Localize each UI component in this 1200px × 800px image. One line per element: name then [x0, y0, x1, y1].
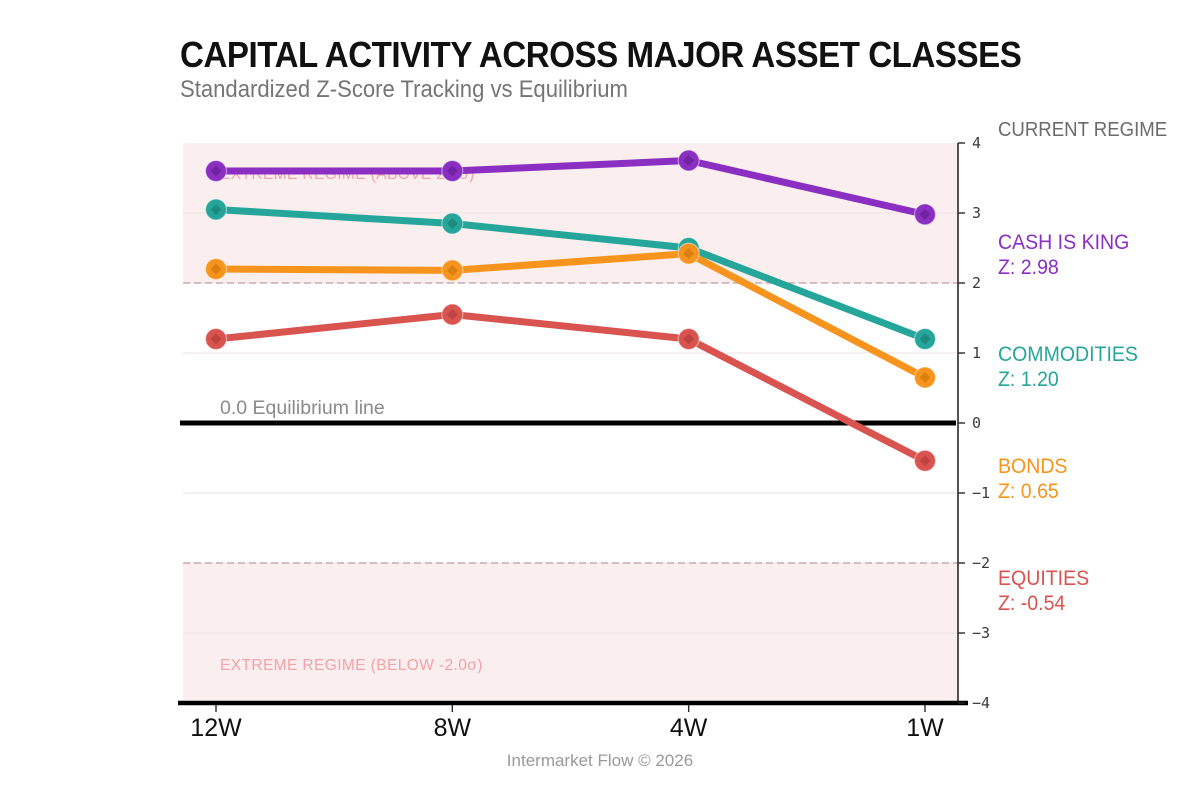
legend-series-name: COMMODITIES	[998, 343, 1138, 366]
legend-item-commodities: COMMODITIES Z: 1.20	[998, 342, 1184, 392]
data-point-core	[210, 333, 222, 345]
page-subtitle: Standardized Z-Score Tracking vs Equilib…	[180, 76, 628, 103]
data-point-core	[446, 309, 458, 320]
legend-item-bonds: BONDS Z: 0.65	[998, 454, 1184, 504]
legend-series-name: CASH IS KING	[998, 231, 1130, 254]
series-line-cash-is-king	[212, 157, 929, 218]
y-tick-label: 1	[972, 344, 981, 362]
data-point-core	[919, 333, 931, 345]
data-point-core	[683, 155, 695, 166]
data-point-core	[919, 372, 931, 383]
y-tick-label: 3	[972, 204, 981, 222]
legend-zscore-value: Z: -0.54	[998, 592, 1066, 615]
data-point-core	[446, 218, 458, 229]
y-tick-label: 0	[972, 414, 981, 432]
data-point-core	[683, 248, 695, 260]
page-title: CAPITAL ACTIVITY ACROSS MAJOR ASSET CLAS…	[180, 34, 1022, 75]
y-tick-label: −3	[972, 624, 990, 642]
x-tick-label: 1W	[906, 714, 944, 742]
data-point-core	[683, 333, 695, 345]
x-tick-label: 8W	[434, 714, 472, 742]
data-point-core	[446, 264, 458, 276]
y-tick-label: 2	[972, 274, 981, 292]
current-regime-legend: CURRENT REGIME CASH IS KING Z: 2.98 COMM…	[996, 0, 1200, 800]
legend-series-name: BONDS	[998, 455, 1068, 478]
series-line-commodities	[212, 206, 929, 343]
series-line-bonds	[212, 250, 929, 381]
legend-zscore-value: Z: 0.65	[998, 480, 1059, 503]
legend-zscore-value: Z: 2.98	[998, 256, 1059, 279]
x-tick-label: 12W	[190, 714, 242, 742]
legend-series-name: EQUITIES	[998, 567, 1090, 590]
y-tick-label: −1	[972, 484, 990, 502]
data-point-core	[446, 165, 458, 177]
data-point-core	[210, 204, 222, 215]
legend-item-cash: CASH IS KING Z: 2.98	[998, 230, 1184, 280]
series-line-equities	[212, 311, 929, 465]
legend-zscore-value: Z: 1.20	[998, 368, 1059, 391]
y-tick-label: −2	[972, 554, 990, 572]
data-point-core	[210, 263, 222, 275]
data-point-core	[210, 165, 222, 177]
y-tick-label: −4	[972, 694, 990, 712]
equilibrium-label: 0.0 Equilibrium line	[220, 397, 385, 419]
x-tick-label: 4W	[670, 714, 708, 742]
legend-item-equities: EQUITIES Z: -0.54	[998, 566, 1184, 616]
data-point-core	[919, 455, 931, 467]
data-point-core	[919, 208, 931, 220]
chart-footer-credit: Intermarket Flow © 2026	[506, 751, 694, 770]
extreme-regime-label: EXTREME REGIME (BELOW -2.0σ)	[220, 657, 483, 674]
y-tick-label: 4	[972, 134, 981, 152]
legend-header: CURRENT REGIME	[998, 119, 1168, 141]
